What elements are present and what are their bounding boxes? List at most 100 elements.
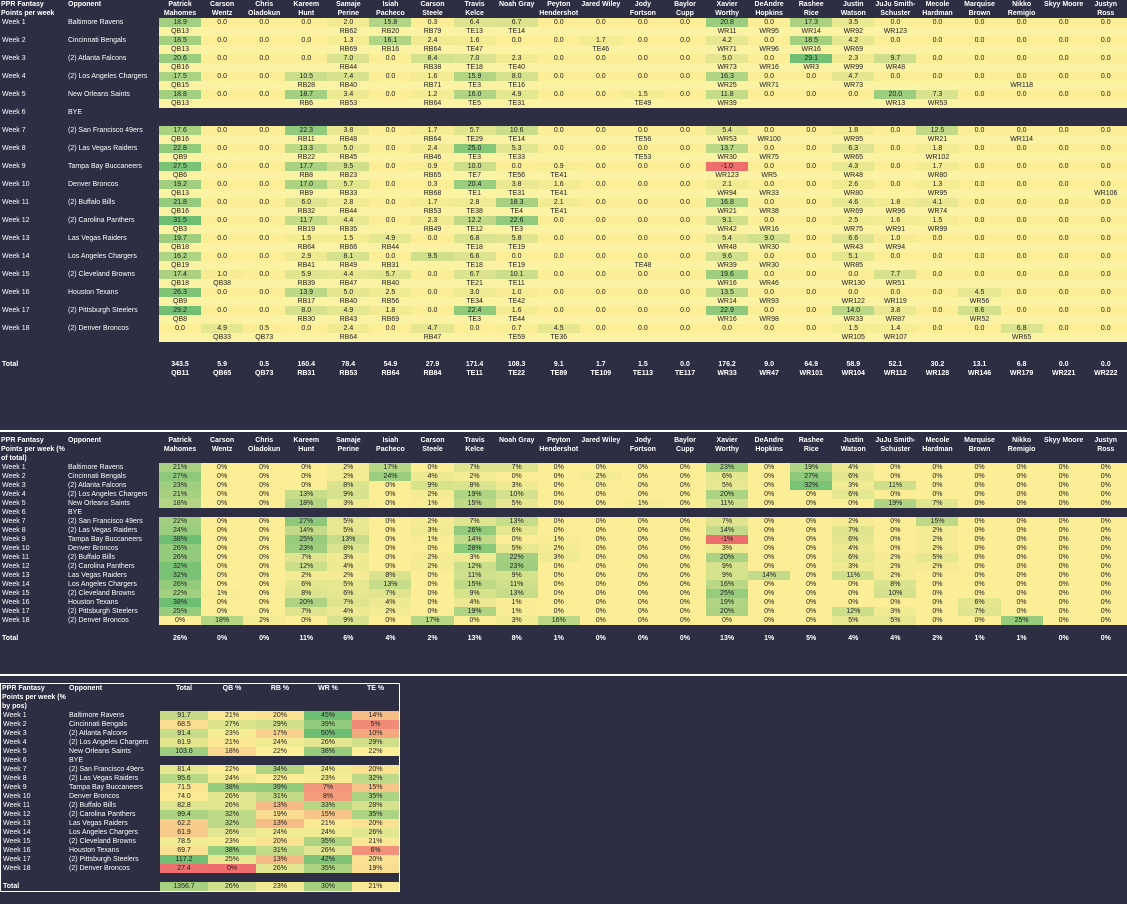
position-percent-cell: 38% bbox=[304, 747, 352, 756]
rank-cell: QB19 bbox=[159, 261, 202, 270]
points-cell: 0.0 bbox=[201, 216, 244, 225]
table-row: Week 14 Los Angeles Chargers 26% 0% 0% 6% 5% 13… bbox=[0, 580, 1127, 589]
rank-cell bbox=[201, 171, 244, 180]
points-cell: 0.0 bbox=[790, 72, 833, 81]
table-row: Week 13 Las Vegas Raiders 32% 0% 0% 2% 2% 8% 0% 1… bbox=[0, 571, 1127, 580]
percent-cell: 1% bbox=[201, 589, 244, 598]
rank-cell bbox=[1000, 153, 1043, 162]
rank-cell bbox=[1084, 297, 1127, 306]
empty-cell bbox=[580, 351, 622, 360]
percent-cell: 4% bbox=[327, 562, 370, 571]
rank-cell: RB48 bbox=[327, 135, 370, 144]
points-cell: 0.0 bbox=[453, 324, 496, 333]
empty-cell bbox=[285, 108, 327, 117]
position-percent-cell: 42% bbox=[304, 855, 352, 864]
percent-cell: 0% bbox=[958, 499, 1001, 508]
rank-cell bbox=[579, 189, 622, 198]
percent-cell: 0% bbox=[663, 517, 707, 526]
percent-cell: 0% bbox=[748, 598, 791, 607]
rank-cell bbox=[1042, 27, 1085, 36]
percent-cell: 27% bbox=[159, 472, 202, 481]
opponent-cell: Tampa Bay Buccaneers bbox=[68, 536, 142, 543]
empty-cell bbox=[748, 117, 790, 126]
points-cell: 0.0 bbox=[201, 144, 244, 153]
percent-cell: 0% bbox=[916, 571, 959, 580]
empty-cell bbox=[454, 625, 496, 634]
rank-cell: QB3 bbox=[159, 225, 202, 234]
percent-cell: 0% bbox=[537, 580, 580, 589]
rank-cell: TE41 bbox=[537, 189, 580, 198]
points-cell: 0.0 bbox=[537, 252, 580, 261]
rank-cell: TE18 bbox=[453, 243, 496, 252]
points-cell: 0.0 bbox=[916, 54, 959, 63]
points-cell: 0.0 bbox=[579, 270, 622, 279]
table-row: Week 15 (2) Cleveland Browns 78.5 23% 20% 35%… bbox=[1, 837, 399, 846]
percent-cell: 13% bbox=[369, 580, 412, 589]
week-label: Week 3 bbox=[2, 55, 26, 62]
position-percent-cell: 7% bbox=[304, 783, 352, 792]
empty-cell bbox=[454, 342, 496, 351]
rank-cell bbox=[663, 81, 707, 90]
percent-cell: 0% bbox=[285, 463, 328, 472]
rank-cell bbox=[958, 261, 1001, 270]
rank-cell: QB13 bbox=[159, 99, 202, 108]
percent-cell: 0% bbox=[832, 589, 875, 598]
points-cell: 2.4 bbox=[411, 144, 454, 153]
percent-cell: 0% bbox=[748, 526, 791, 535]
position-percent-cell: 26% bbox=[208, 828, 256, 837]
percent-cell: 4% bbox=[411, 472, 454, 481]
week-label: Week 10 bbox=[2, 181, 30, 188]
percent-cell: 1% bbox=[411, 535, 454, 544]
empty-cell bbox=[916, 117, 958, 126]
rank-cell bbox=[537, 297, 580, 306]
empty-cell bbox=[304, 756, 352, 765]
rank-cell bbox=[201, 45, 244, 54]
percent-cell: 0% bbox=[201, 571, 244, 580]
rank-cell: WR114 bbox=[1000, 135, 1043, 144]
total-cell: 78.4 bbox=[341, 361, 356, 368]
rank-cell: QB9 bbox=[159, 297, 202, 306]
points-cell: 0.0 bbox=[243, 252, 286, 261]
rank-cell: WR14 bbox=[706, 297, 749, 306]
rank-cell bbox=[243, 171, 286, 180]
opponent-cell: Las Vegas Raiders bbox=[69, 820, 128, 827]
total-points-cell: 103.6 bbox=[160, 747, 208, 756]
points-cell: 1.6 bbox=[453, 36, 496, 45]
opponent-cell: Los Angeles Chargers bbox=[69, 829, 138, 836]
opponent-cell: (2) Denver Broncos bbox=[68, 325, 129, 332]
rank-cell bbox=[201, 315, 244, 324]
points-cell: 4.9 bbox=[327, 306, 370, 315]
points-cell: 0.0 bbox=[621, 54, 664, 63]
empty-cell bbox=[832, 342, 874, 351]
column-header: Opponent bbox=[68, 1, 102, 8]
table-row: Week 1 Baltimore Ravens 18.9 0.0 0.0 0.0 2.0 15… bbox=[0, 18, 1127, 27]
total-points-cell: 71.5 bbox=[160, 783, 208, 792]
rank-cell: TE41 bbox=[537, 171, 580, 180]
empty-cell bbox=[958, 108, 1000, 117]
percent-cell: 26% bbox=[159, 544, 202, 553]
table-row: Week 5 New Orleans Saints 18% 0% 0% 18% 3% 0% 1%… bbox=[0, 499, 1127, 508]
points-cell: 0.0 bbox=[537, 288, 580, 297]
points-cell: 4.5 bbox=[537, 324, 580, 333]
points-cell: 22.4 bbox=[453, 306, 496, 315]
points-cell: 0.0 bbox=[537, 90, 580, 99]
percent-cell: 0% bbox=[369, 544, 412, 553]
rank-cell bbox=[958, 99, 1001, 108]
rank-cell bbox=[243, 225, 286, 234]
empty-cell bbox=[67, 351, 159, 360]
empty-cell bbox=[327, 625, 369, 634]
points-cell: 15.9 bbox=[453, 72, 496, 81]
percent-cell: 0% bbox=[1042, 472, 1085, 481]
rank-cell: QB15 bbox=[159, 81, 202, 90]
empty-cell bbox=[748, 351, 790, 360]
position-percent-cell: 20% bbox=[352, 765, 399, 774]
table-row: Week 12 (2) Carolina Panthers 32% 0% 0% 12% 4%… bbox=[0, 562, 1127, 571]
percent-cell: 0% bbox=[1042, 580, 1085, 589]
rank-cell: RB44 bbox=[327, 63, 370, 72]
total-points-cell: 78.5 bbox=[160, 837, 208, 846]
percent-cell: 9% bbox=[706, 562, 749, 571]
points-cell: 0.0 bbox=[748, 126, 791, 135]
player-header: Peyton Hendershot bbox=[539, 437, 579, 453]
percent-cell: 5% bbox=[916, 553, 959, 562]
points-cell: 15.8 bbox=[369, 18, 412, 27]
